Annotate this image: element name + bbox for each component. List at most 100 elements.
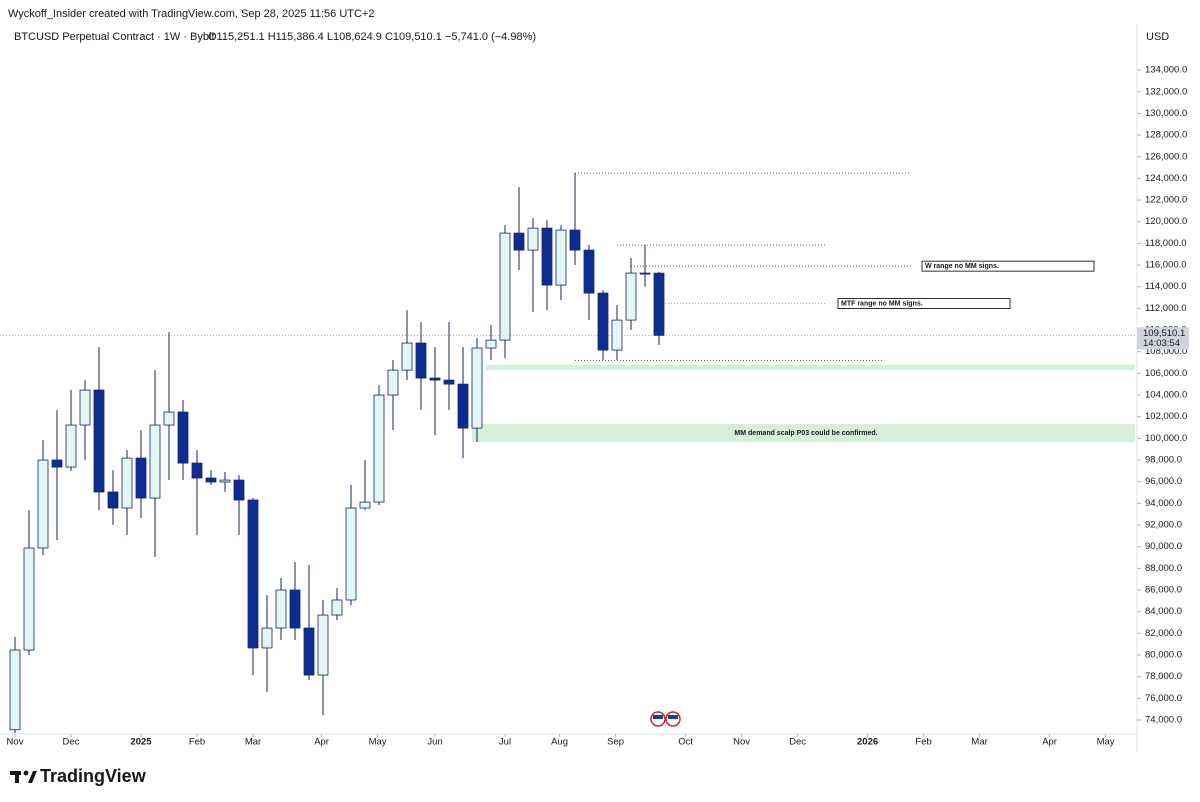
x-tick-label: Apr: [1042, 737, 1057, 748]
candle-body: [345, 507, 357, 601]
x-tick-label: May: [369, 737, 387, 748]
y-tick-label: 102,000.0: [1145, 411, 1187, 422]
candle-body: [457, 383, 469, 429]
demand-zone: [472, 423, 1135, 443]
x-tick-label: Dec: [63, 737, 80, 748]
x-tick-label: May: [1097, 737, 1115, 748]
candle-body: [499, 232, 511, 341]
candle-body: [289, 589, 301, 629]
last-price-box: [1137, 327, 1189, 350]
note-box: [837, 298, 1011, 309]
candle-body: [611, 319, 623, 351]
y-tick-label: 74,000.0: [1145, 715, 1182, 726]
x-tick-label: Feb: [189, 737, 205, 748]
x-tick-label: Mar: [245, 737, 261, 748]
candle-body: [79, 389, 91, 426]
y-tick-label: 92,000.0: [1145, 520, 1182, 531]
candle-body: [303, 627, 315, 676]
candle-body: [107, 491, 119, 509]
y-tick-label: 96,000.0: [1145, 476, 1182, 487]
candle-body: [219, 479, 231, 483]
symbol: BTCUSD Perpetual Contract · 1W · Bybit: [14, 31, 215, 43]
note: MTF range no MM signs.: [841, 300, 923, 307]
candle-body: [541, 227, 553, 286]
y-tick-label: 132,000.0: [1145, 86, 1187, 97]
note-box: [921, 260, 1095, 272]
candle-body: [121, 457, 133, 509]
candle-body: [191, 462, 203, 479]
ohlc-legend: O115,251.1 H115,386.4 L108,624.9 C109,51…: [208, 31, 536, 43]
currency: USD: [1146, 31, 1169, 43]
candle-body: [471, 347, 483, 429]
header: Wyckoff_Insider created with TradingView…: [8, 8, 374, 20]
y-tick-label: 128,000.0: [1145, 130, 1187, 141]
x-tick-label: Mar: [971, 737, 987, 748]
zone-label: MM demand scalp P03 could be confirmed.: [734, 430, 877, 437]
candle-body: [51, 459, 63, 468]
y-tick-label: 106,000.0: [1145, 368, 1187, 379]
y-tick-label: 120,000.0: [1145, 216, 1187, 227]
candle-body: [443, 379, 455, 385]
candle-body: [177, 411, 189, 464]
y-tick-label: 84,000.0: [1145, 606, 1182, 617]
y-tick-label: 114,000.0: [1145, 281, 1187, 292]
x-tick-label: 2026: [857, 737, 878, 748]
y-tick-label: 78,000.0: [1145, 671, 1182, 682]
candle-body: [65, 424, 77, 468]
x-tick-label: Sep: [607, 737, 624, 748]
y-tick-label: 98,000.0: [1145, 455, 1182, 466]
flags: [650, 711, 681, 727]
candle-body: [373, 394, 385, 503]
y-tick-label: 122,000.0: [1145, 195, 1187, 206]
x-tick-label: Dec: [789, 737, 806, 748]
y-tick-label: 94,000.0: [1145, 498, 1182, 509]
y-tick-label: 134,000.0: [1145, 65, 1187, 76]
y-tick-label: 118,000.0: [1145, 238, 1187, 249]
x-tick-label: Jun: [427, 737, 442, 748]
note: W range no MM signs.: [925, 263, 999, 270]
y-tick-label: 108,000.0: [1145, 346, 1187, 357]
candle-body: [149, 424, 161, 499]
demand-zone: [486, 364, 1135, 371]
candle-body: [261, 627, 273, 649]
candle-body: [9, 649, 21, 731]
candle-body: [653, 272, 665, 336]
x-tick-label: Oct: [678, 737, 693, 748]
x-tick-label: Nov: [733, 737, 750, 748]
logo-icon: [10, 770, 37, 783]
candle-body: [205, 477, 217, 483]
candle-body: [513, 232, 525, 251]
countdown: 14:03:54: [1143, 338, 1180, 349]
candle-body: [275, 589, 287, 629]
candle-body: [163, 411, 175, 426]
y-tick-label: 86,000.0: [1145, 585, 1182, 596]
y-tick-label: 124,000.0: [1145, 173, 1187, 184]
candle-body: [639, 272, 651, 275]
y-tick-label: 88,000.0: [1145, 563, 1182, 574]
candle-body: [247, 499, 259, 649]
y-tick-label: 100,000.0: [1145, 433, 1187, 444]
candle-body: [401, 342, 413, 371]
candle-body: [23, 547, 35, 651]
candle-body: [429, 377, 441, 381]
y-tick-label: 90,000.0: [1145, 541, 1182, 552]
candle-body: [93, 389, 105, 493]
x-tick-label: Aug: [551, 737, 568, 748]
candle-body: [415, 342, 427, 379]
y-tick-label: 130,000.0: [1145, 108, 1187, 119]
y-tick-label: 112,000.0: [1145, 303, 1187, 314]
candle-body: [569, 229, 581, 251]
x-tick-label: Apr: [314, 737, 329, 748]
x-tick-label: 2025: [130, 737, 152, 748]
candle-body: [555, 229, 567, 286]
candle-body: [387, 369, 399, 396]
x-tick-label: Nov: [7, 737, 24, 748]
y-tick-label: 80,000.0: [1145, 650, 1182, 661]
brand: TradingView: [40, 766, 147, 786]
x-tick-label: Jul: [499, 737, 511, 748]
candle-body: [135, 457, 147, 499]
y-tick-label: 82,000.0: [1145, 628, 1182, 639]
candle-body: [331, 599, 343, 616]
candle-body: [597, 292, 609, 351]
